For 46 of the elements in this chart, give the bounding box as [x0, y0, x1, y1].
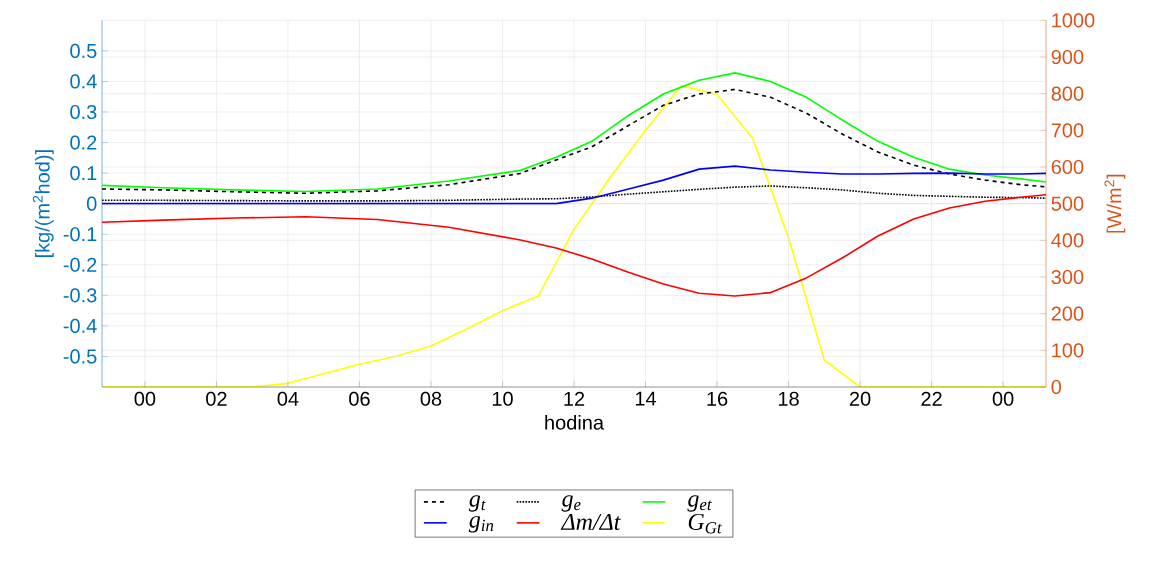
y-tick-label: 0.5 — [70, 43, 97, 58]
y2-tick-label: 0 — [1051, 379, 1062, 395]
y2-tick-label: 900 — [1051, 49, 1084, 65]
legend-label: g$_{et}$ — [687, 495, 712, 512]
x-tick-label: 04 — [277, 391, 299, 406]
y2-tick-label: 1000 — [1052, 13, 1095, 28]
legend-label: Δm/Δt — [560, 513, 621, 530]
y2-tick-label: 800 — [1051, 86, 1084, 101]
y2-axis-title: [W/m$^{2}$] — [1104, 174, 1126, 233]
x-tick-label: 14 — [635, 391, 657, 406]
x-tick-label: 00 — [134, 391, 156, 406]
x-tick-label: 12 — [564, 391, 585, 406]
y-tick-label: -0.1 — [63, 227, 97, 242]
legend-label: G$_{Gt}$ — [688, 513, 722, 534]
y-tick-label: -0.2 — [63, 257, 97, 272]
legend-label: g$_{e}$ — [561, 495, 581, 512]
legend-label: g$_{t}$ — [468, 495, 486, 512]
y-tick-label: -0.3 — [63, 288, 97, 303]
legend-label: g$_{in}$ — [468, 516, 494, 533]
y2-tick-label: 500 — [1051, 196, 1084, 211]
x-tick-label: 08 — [420, 391, 442, 406]
y-tick-label: 0.2 — [70, 135, 97, 150]
x-tick-label: 00 — [992, 391, 1014, 406]
y2-tick-label: 700 — [1051, 123, 1084, 138]
x-tick-label: 06 — [349, 391, 370, 406]
y2-tick-label: 300 — [1051, 269, 1084, 285]
y-tick-label: 0.1 — [70, 166, 97, 181]
x-tick-label: 02 — [206, 391, 227, 406]
y-tick-label: -0.5 — [63, 349, 97, 364]
x-tick-label: 16 — [707, 391, 728, 406]
y-tick-label: 0.3 — [70, 104, 97, 120]
y2-tick-label: 100 — [1052, 343, 1084, 358]
x-axis-title: hodina — [545, 415, 605, 430]
y2-tick-label: 200 — [1051, 306, 1084, 321]
y-tick-label: -0.4 — [63, 318, 97, 333]
y-tick-label: 0.4 — [70, 74, 97, 89]
line-series — [102, 194, 1047, 297]
y-tick-label: 0 — [86, 196, 97, 211]
line-series — [102, 185, 1047, 202]
y2-tick-label: 600 — [1051, 159, 1084, 175]
x-tick-label: 18 — [778, 391, 799, 406]
x-tick-label: 10 — [492, 391, 513, 406]
y-axis-title: [kg/(m$^{2}$hod)] — [32, 150, 54, 258]
y2-tick-label: 400 — [1051, 233, 1084, 248]
x-tick-label: 20 — [849, 391, 871, 406]
x-tick-label: 22 — [921, 391, 942, 406]
